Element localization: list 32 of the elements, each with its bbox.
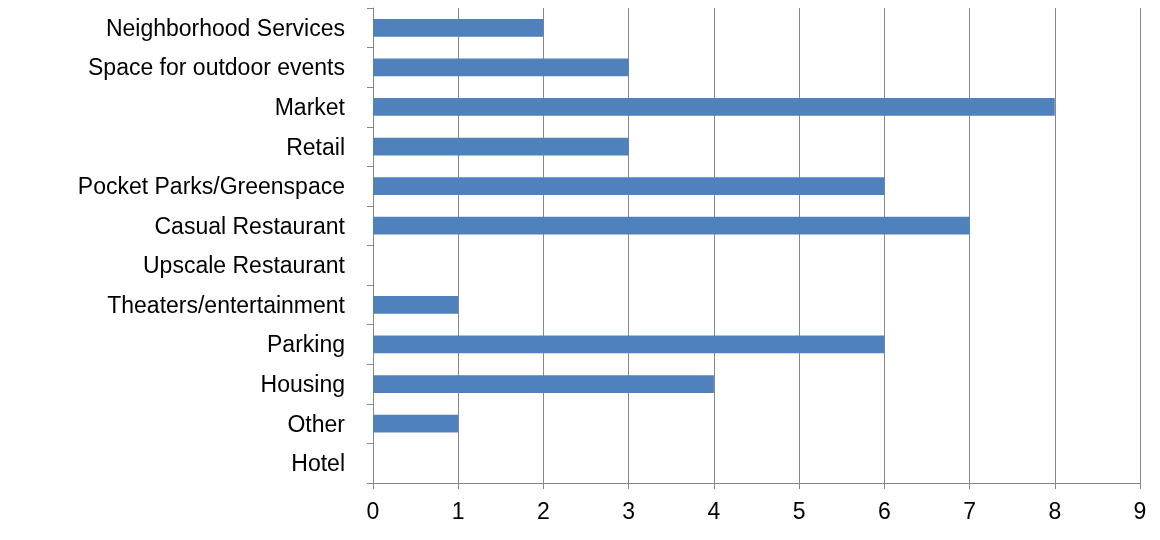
bar [373, 177, 885, 196]
y-tick-label: Upscale Restaurant [143, 252, 346, 279]
x-tick-label: 0 [366, 497, 380, 524]
y-tick-label: Hotel [291, 450, 345, 477]
x-tick-label: 4 [707, 497, 721, 524]
x-tick-label: 2 [537, 497, 550, 524]
bar [373, 335, 885, 354]
y-tick-label: Space for outdoor events [88, 54, 345, 81]
x-tick-label: 3 [622, 497, 636, 524]
y-tick-label: Parking [267, 331, 345, 358]
bar [373, 18, 544, 37]
bar [373, 58, 629, 77]
bar [373, 375, 714, 393]
y-tick-label: Neighborhood Services [105, 14, 345, 41]
bar [373, 137, 629, 156]
y-tick-label: Theaters/entertainment [107, 291, 346, 318]
y-tick-label: Other [287, 410, 346, 437]
x-tick-label: 8 [1048, 497, 1062, 524]
x-tick-label: 5 [792, 497, 806, 524]
bar [373, 216, 970, 235]
x-tick-label: 9 [1133, 497, 1147, 524]
bar [373, 98, 1055, 116]
y-tick-label: Casual Restaurant [154, 212, 346, 239]
bar [373, 295, 459, 314]
y-tick-label: Housing [260, 371, 345, 398]
x-tick-label: 7 [963, 497, 976, 524]
x-tick-label: 6 [877, 497, 891, 524]
y-tick-label: Retail [286, 133, 345, 160]
y-tick-label: Market [274, 93, 346, 120]
x-tick-label: 1 [451, 497, 465, 524]
y-tick-label: Pocket Parks/Greenspace [77, 173, 345, 200]
bar [373, 414, 459, 433]
